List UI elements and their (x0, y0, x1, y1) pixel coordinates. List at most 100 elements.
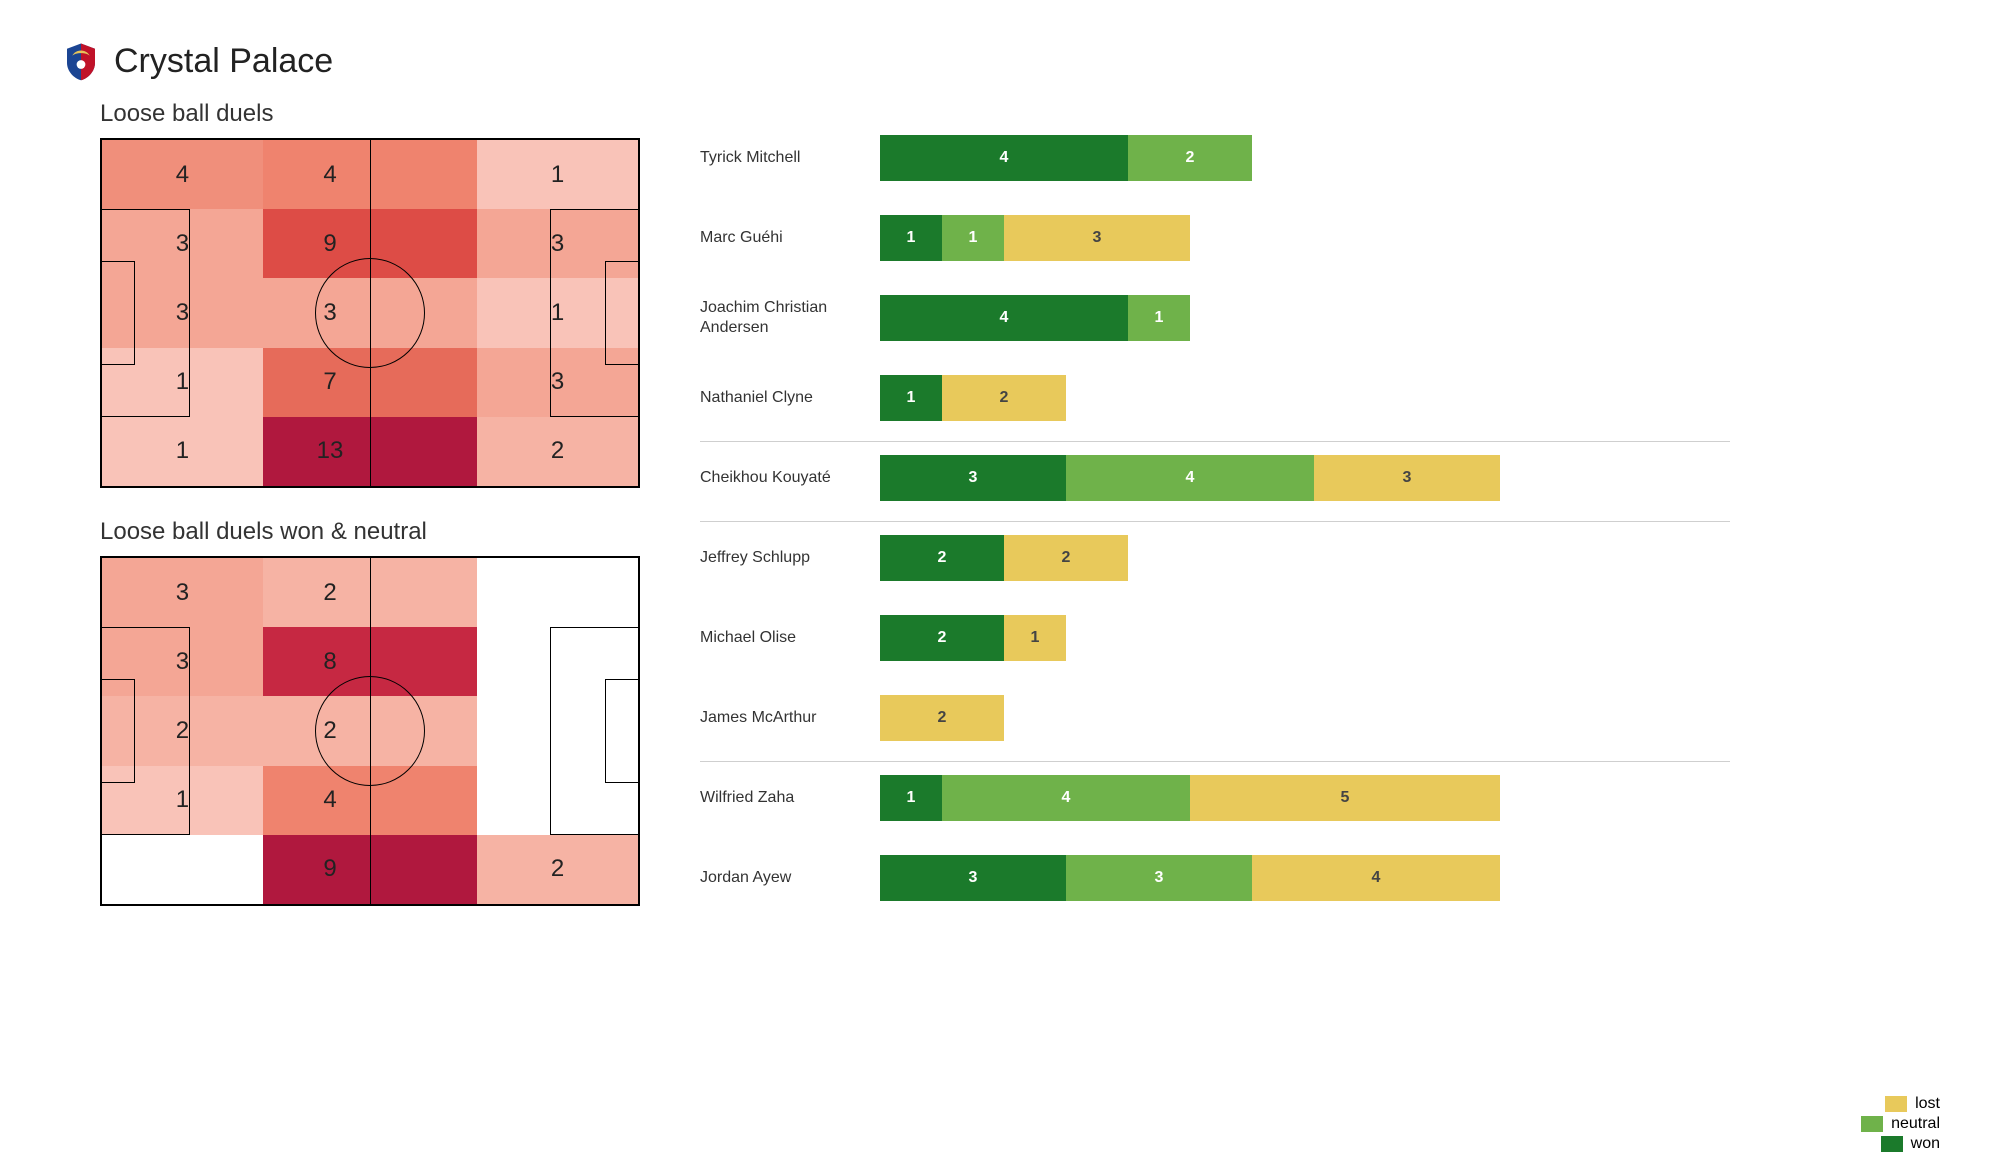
heatmap-cell: 1 (102, 348, 263, 417)
player-name: Tyrick Mitchell (700, 148, 880, 168)
legend-label: neutral (1891, 1115, 1940, 1133)
bar-track: 22 (880, 535, 1730, 581)
pitch-heatmap-1: 4413933311731132 (100, 138, 640, 488)
heatmap-cell: 8 (263, 627, 477, 696)
player-name: Michael Olise (700, 628, 880, 648)
player-name: Jeffrey Schlupp (700, 548, 880, 568)
bar-segment-won: 1 (880, 215, 942, 261)
heatmap-value: 2 (323, 579, 336, 607)
bar-segment-lost: 2 (942, 375, 1066, 421)
heatmap-cell (477, 766, 638, 835)
bar-track: 41 (880, 295, 1730, 341)
heatmap-cell: 3 (102, 627, 263, 696)
heatmap-value: 3 (176, 230, 189, 258)
heatmap-value: 2 (323, 717, 336, 745)
bar-segment-neutral: 1 (942, 215, 1004, 261)
bar-segment-lost: 2 (880, 695, 1004, 741)
team-crest-icon (60, 40, 102, 82)
bar-segment-neutral: 3 (1066, 855, 1252, 901)
heatmap-cell: 7 (263, 348, 477, 417)
bar-segment-won: 3 (880, 855, 1066, 901)
player-row: Nathaniel Clyne12 (700, 358, 1730, 438)
heatmap-cell: 3 (102, 278, 263, 347)
player-name: Nathaniel Clyne (700, 388, 880, 408)
bar-segment-neutral: 2 (1128, 135, 1252, 181)
heatmap-cell: 1 (477, 278, 638, 347)
bar-segment-lost: 2 (1004, 535, 1128, 581)
bar-track: 21 (880, 615, 1730, 661)
bar-chart: Tyrick Mitchell42Marc Guéhi113Joachim Ch… (700, 92, 1730, 918)
bar-segment-lost: 3 (1004, 215, 1190, 261)
player-name: Cheikhou Kouyaté (700, 468, 880, 488)
heatmap-value: 4 (323, 161, 336, 189)
heatmap-cell: 4 (263, 766, 477, 835)
header: Crystal Palace (60, 40, 1940, 82)
content: Loose ball duels 4413933311731132 Loose … (60, 92, 1940, 936)
heatmap-cell (477, 696, 638, 765)
legend-swatch (1881, 1136, 1903, 1152)
heatmap-cell: 4 (263, 140, 477, 209)
bar-segment-neutral: 4 (942, 775, 1190, 821)
pitch-heatmap-2: 3238221492 (100, 556, 640, 906)
heatmap-cell: 3 (477, 348, 638, 417)
heatmap-cell: 2 (263, 558, 477, 627)
heatmap-value: 1 (176, 437, 189, 465)
heatmap-value: 2 (176, 717, 189, 745)
heatmap-value: 3 (176, 648, 189, 676)
heatmap-cell: 4 (102, 140, 263, 209)
heatmap-value: 8 (323, 648, 336, 676)
left-column: Loose ball duels 4413933311731132 Loose … (60, 92, 640, 936)
legend-label: lost (1915, 1095, 1940, 1113)
player-name: James McArthur (700, 708, 880, 728)
heatmap-value: 3 (176, 299, 189, 327)
bar-segment-won: 3 (880, 455, 1066, 501)
bar-track: 145 (880, 775, 1730, 821)
heatmap-value: 1 (551, 161, 564, 189)
heatmap-cell: 13 (263, 417, 477, 486)
heatmap-value: 3 (176, 579, 189, 607)
heatmap-value: 1 (551, 299, 564, 327)
bar-segment-lost: 5 (1190, 775, 1500, 821)
player-name: Marc Guéhi (700, 228, 880, 248)
legend: lost neutral won (1861, 1093, 1940, 1155)
heatmap-cell: 2 (263, 696, 477, 765)
legend-item-won: won (1861, 1135, 1940, 1153)
heatmap-cell: 9 (263, 209, 477, 278)
heatmap-value: 4 (176, 161, 189, 189)
bar-track: 113 (880, 215, 1730, 261)
bar-segment-won: 4 (880, 135, 1128, 181)
heatmap-cell: 1 (102, 766, 263, 835)
heatmap-cell: 1 (477, 140, 638, 209)
heatmap-value: 1 (176, 786, 189, 814)
heatmap-cell (477, 558, 638, 627)
player-row: Marc Guéhi113 (700, 198, 1730, 278)
player-row: Wilfried Zaha145 (700, 758, 1730, 838)
player-row: Jordan Ayew334 (700, 838, 1730, 918)
heatmap-cell: 3 (263, 278, 477, 347)
heatmap2-title: Loose ball duels won & neutral (100, 518, 640, 546)
team-title: Crystal Palace (114, 42, 333, 81)
player-name: Wilfried Zaha (700, 788, 880, 808)
heatmap-cell: 2 (477, 417, 638, 486)
bar-track: 334 (880, 855, 1730, 901)
player-name: Jordan Ayew (700, 868, 880, 888)
legend-swatch (1885, 1096, 1907, 1112)
heatmap-value: 7 (323, 368, 336, 396)
bar-segment-neutral: 1 (1128, 295, 1190, 341)
bar-segment-lost: 1 (1004, 615, 1066, 661)
heatmap-value: 2 (551, 437, 564, 465)
heatmap-cell: 3 (477, 209, 638, 278)
bar-segment-won: 1 (880, 375, 942, 421)
bar-segment-lost: 4 (1252, 855, 1500, 901)
heatmap-value: 3 (551, 368, 564, 396)
legend-swatch (1861, 1116, 1883, 1132)
heatmap-value: 3 (551, 230, 564, 258)
bar-segment-won: 2 (880, 535, 1004, 581)
player-row: Joachim Christian Andersen41 (700, 278, 1730, 358)
bar-segment-won: 4 (880, 295, 1128, 341)
heatmap-value: 13 (317, 437, 344, 465)
heatmap-cell: 3 (102, 209, 263, 278)
legend-item-lost: lost (1861, 1095, 1940, 1113)
heatmap-value: 9 (323, 230, 336, 258)
player-name: Joachim Christian Andersen (700, 298, 880, 338)
